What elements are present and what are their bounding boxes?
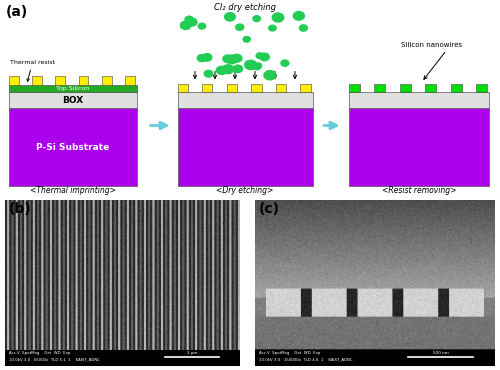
Circle shape: [244, 60, 256, 70]
Circle shape: [216, 66, 227, 74]
FancyBboxPatch shape: [426, 84, 436, 92]
Circle shape: [223, 55, 232, 63]
Text: BOX: BOX: [62, 95, 84, 104]
FancyBboxPatch shape: [102, 77, 112, 85]
Bar: [255, 350, 495, 366]
FancyBboxPatch shape: [349, 84, 360, 92]
Circle shape: [254, 63, 262, 69]
Text: <Dry etching>: <Dry etching>: [216, 186, 274, 195]
FancyBboxPatch shape: [226, 84, 237, 92]
Circle shape: [243, 37, 250, 42]
FancyBboxPatch shape: [349, 92, 489, 108]
Text: <Thermal imprinting>: <Thermal imprinting>: [30, 186, 116, 195]
Circle shape: [198, 23, 205, 29]
FancyBboxPatch shape: [178, 84, 188, 92]
Circle shape: [180, 21, 191, 30]
Circle shape: [222, 65, 234, 74]
Text: (a): (a): [6, 5, 28, 19]
FancyBboxPatch shape: [451, 84, 462, 92]
Circle shape: [185, 16, 194, 23]
Circle shape: [226, 55, 237, 64]
Text: 1 μm: 1 μm: [186, 351, 197, 355]
Circle shape: [233, 65, 242, 73]
Text: 10.0kV 3.0   65000x  TLD 5.1  1    KAIST_ADNC: 10.0kV 3.0 65000x TLD 5.1 1 KAIST_ADNC: [10, 357, 101, 361]
Circle shape: [232, 54, 242, 62]
Circle shape: [269, 25, 276, 31]
Circle shape: [294, 11, 304, 20]
FancyBboxPatch shape: [9, 85, 136, 92]
Circle shape: [281, 60, 289, 66]
FancyBboxPatch shape: [300, 84, 310, 92]
FancyBboxPatch shape: [476, 84, 487, 92]
FancyBboxPatch shape: [251, 84, 262, 92]
Bar: [5, 350, 240, 366]
FancyBboxPatch shape: [9, 92, 136, 108]
Text: (b): (b): [9, 202, 32, 216]
Circle shape: [198, 55, 206, 62]
Circle shape: [187, 18, 197, 26]
FancyBboxPatch shape: [178, 92, 312, 108]
Text: Acc.V  SpotMag    Det  WD  Exp: Acc.V SpotMag Det WD Exp: [10, 352, 70, 356]
FancyBboxPatch shape: [32, 77, 42, 85]
Circle shape: [253, 16, 260, 21]
Circle shape: [224, 13, 235, 21]
FancyBboxPatch shape: [9, 77, 19, 85]
Text: P-Si Substrate: P-Si Substrate: [36, 142, 110, 152]
Circle shape: [253, 64, 260, 70]
Circle shape: [272, 13, 284, 22]
FancyBboxPatch shape: [276, 84, 286, 92]
FancyBboxPatch shape: [202, 84, 212, 92]
FancyBboxPatch shape: [374, 84, 386, 92]
Text: Acc.V  SpotMag    Det  WD  Exp: Acc.V SpotMag Det WD Exp: [260, 352, 320, 356]
Text: 10.0kV 3.0   150000x  TLD 4.6  1    KAIST_ADNC: 10.0kV 3.0 150000x TLD 4.6 1 KAIST_ADNC: [260, 357, 353, 361]
FancyBboxPatch shape: [9, 108, 136, 186]
FancyBboxPatch shape: [349, 108, 489, 186]
Text: Silicon nanowires: Silicon nanowires: [401, 42, 462, 48]
Text: Cl₂ dry etching: Cl₂ dry etching: [214, 3, 276, 12]
FancyBboxPatch shape: [78, 77, 88, 85]
Text: 500 nm: 500 nm: [432, 351, 448, 355]
Circle shape: [256, 53, 264, 58]
Circle shape: [204, 70, 213, 77]
Text: Thermal resist: Thermal resist: [10, 60, 55, 81]
Circle shape: [264, 71, 276, 80]
Circle shape: [236, 24, 244, 30]
Circle shape: [300, 25, 308, 31]
FancyBboxPatch shape: [178, 108, 312, 186]
Circle shape: [260, 53, 270, 61]
Text: Top Silicon: Top Silicon: [56, 86, 90, 91]
FancyBboxPatch shape: [56, 77, 65, 85]
FancyBboxPatch shape: [125, 77, 135, 85]
Text: (c): (c): [259, 202, 280, 216]
Circle shape: [202, 54, 212, 61]
FancyBboxPatch shape: [400, 84, 410, 92]
Text: <Resist removing>: <Resist removing>: [382, 186, 456, 195]
